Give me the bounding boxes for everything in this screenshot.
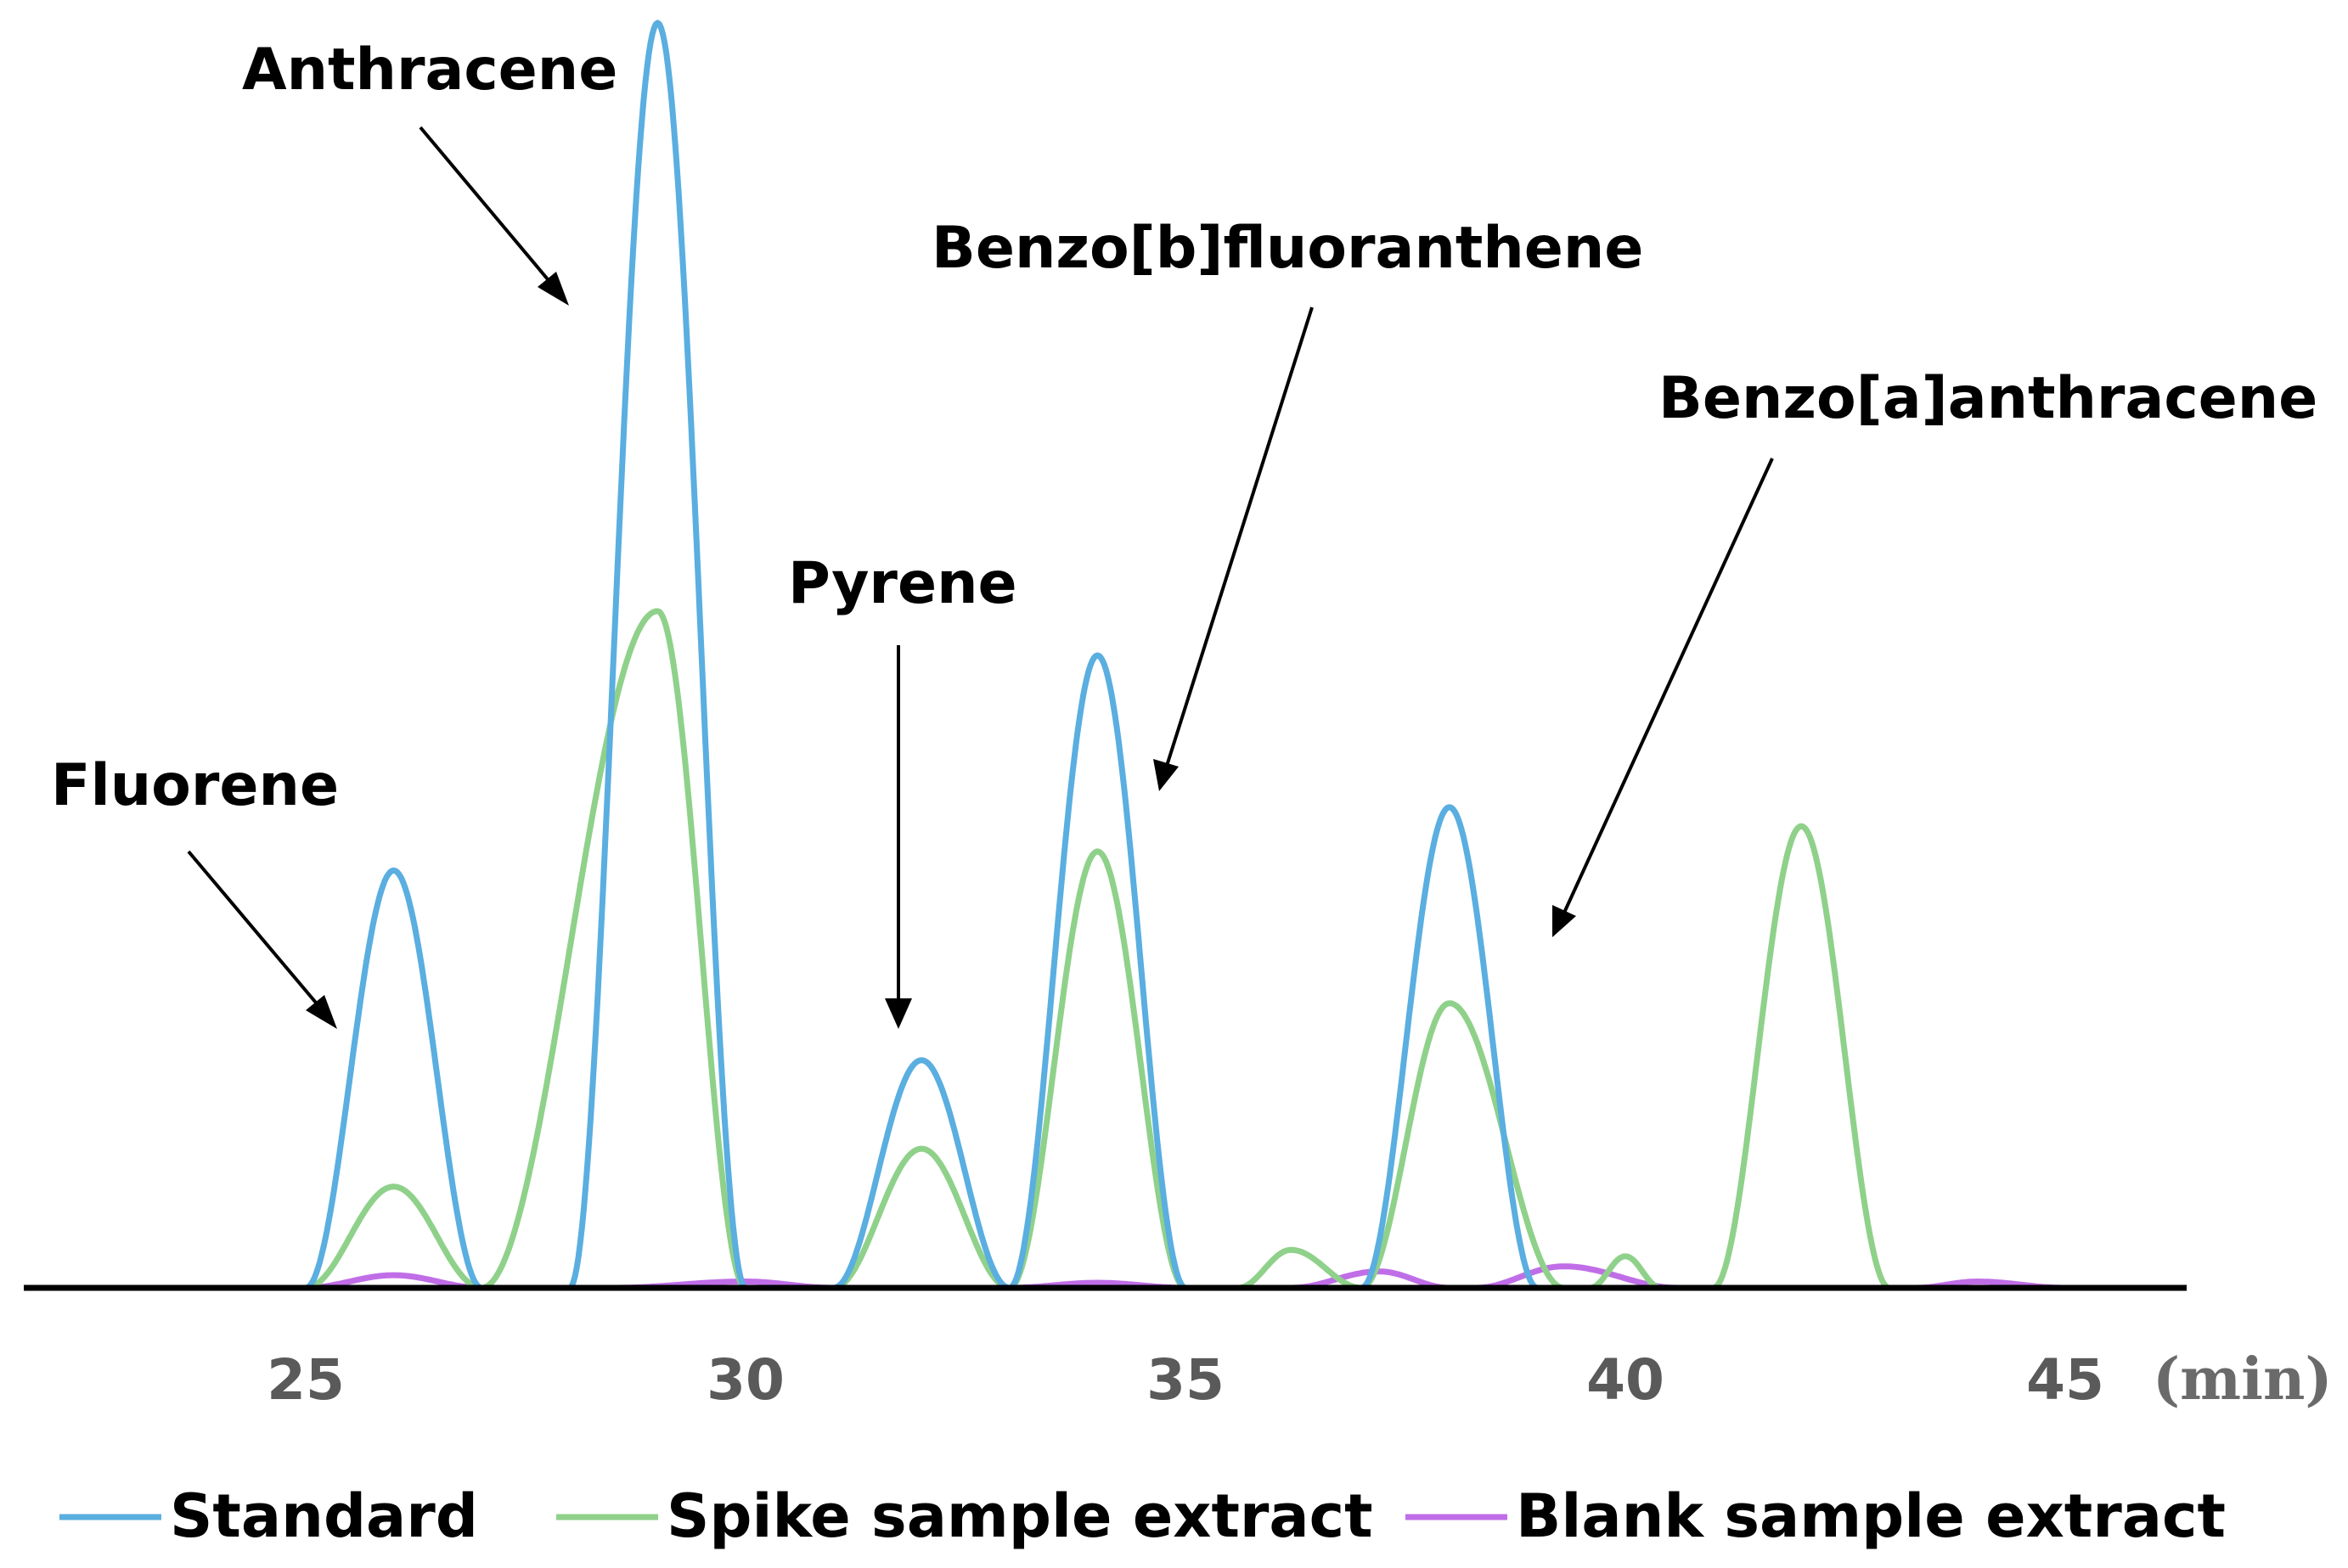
x-tick-label-40: 40 <box>1586 1347 1664 1413</box>
annotation-benzo-b-fluoranthene: Benzo[b]fluoranthene <box>932 215 1643 282</box>
legend-label-spike: Spike sample extract <box>667 1481 1373 1551</box>
legend-label-blank: Blank sample extract <box>1516 1481 2226 1551</box>
legend: Standard Spike sample extract Blank samp… <box>59 1481 2226 1551</box>
annotation-anthracene: Anthracene <box>242 37 617 104</box>
arrowhead-pyrene <box>885 998 912 1029</box>
x-tick-label-45: 45 <box>2026 1347 2104 1413</box>
x-tick-labels: 25 30 35 40 45 <box>267 1347 2104 1413</box>
peak-annotations: Anthracene Fluorene Pyrene Benzo[b]fluor… <box>51 37 2317 1029</box>
x-tick-label-25: 25 <box>267 1347 345 1413</box>
arrow-benzo-b-fluoranthene <box>1165 306 1314 767</box>
annotation-benzo-a-anthracene: Benzo[a]anthracene <box>1658 365 2317 432</box>
arrow-fluorene <box>187 850 322 1009</box>
annotation-fluorene: Fluorene <box>51 752 339 819</box>
x-axis-unit-label: (min) <box>2153 1346 2333 1413</box>
legend-label-standard: Standard <box>170 1481 478 1551</box>
series-line-spike-sample-extract <box>302 608 1893 1291</box>
arrowhead-benzo-b-fluoranthene <box>1153 759 1179 791</box>
arrow-anthracene <box>419 126 554 286</box>
annotation-pyrene: Pyrene <box>788 550 1017 617</box>
arrowhead-benzo-a-anthracene <box>1552 905 1576 937</box>
arrowhead-anthracene <box>538 272 569 306</box>
traces-layer <box>302 20 2069 1291</box>
arrow-benzo-a-anthracene <box>1563 458 1774 913</box>
x-tick-label-30: 30 <box>707 1347 785 1413</box>
arrowhead-fluorene <box>306 995 337 1029</box>
x-tick-label-35: 35 <box>1146 1347 1225 1413</box>
